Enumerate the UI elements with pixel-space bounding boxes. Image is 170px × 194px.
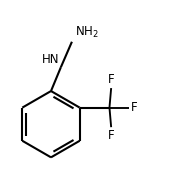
Text: NH$_2$: NH$_2$ (75, 25, 99, 40)
Text: F: F (108, 129, 114, 142)
Text: F: F (108, 73, 114, 86)
Text: HN: HN (42, 53, 59, 66)
Text: F: F (131, 101, 137, 114)
